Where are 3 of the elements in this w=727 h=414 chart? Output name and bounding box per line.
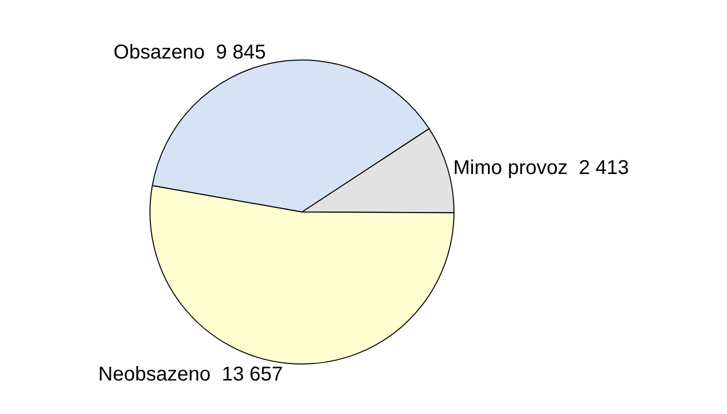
slice-label: Neobsazeno 13 657 [98, 363, 283, 386]
slice-label: Obsazeno 9 845 [114, 42, 266, 64]
slice-label: Mimo provoz 2 413 [453, 157, 629, 179]
